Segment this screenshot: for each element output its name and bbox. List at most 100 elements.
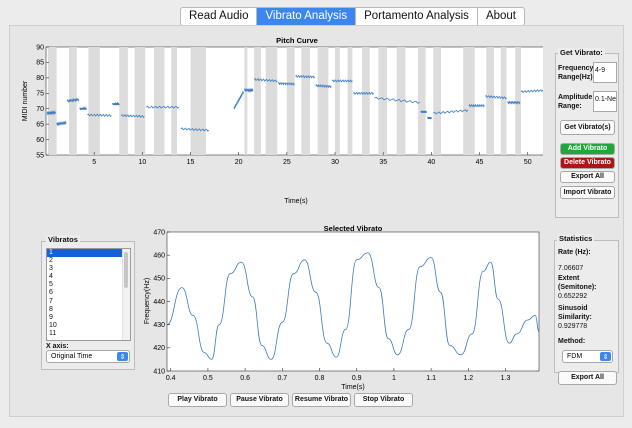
vibrato-region[interactable] <box>463 47 475 155</box>
frequency-range-input[interactable]: 4-9 <box>593 62 617 83</box>
vibrato-region[interactable] <box>254 47 261 155</box>
tab-read-audio[interactable]: Read Audio <box>189 10 249 22</box>
vibrato-region[interactable] <box>88 47 100 155</box>
list-scrollbar[interactable] <box>122 249 130 340</box>
stop-vibrato-button[interactable]: Stop Vibrato <box>354 393 413 407</box>
y-tick-label: 420 <box>153 345 165 352</box>
vibrato-region[interactable] <box>317 47 329 155</box>
vibrato-list-item[interactable]: 9 <box>49 313 53 321</box>
pitch-curve-line <box>427 116 432 120</box>
pitch-curve-title: Pitch Curve <box>276 36 318 45</box>
vibrato-region[interactable] <box>486 47 495 155</box>
pitch-curve-line <box>420 110 427 113</box>
vibrato-region[interactable] <box>301 47 310 155</box>
vibrato-list-item[interactable]: 10 <box>49 321 57 329</box>
pause-vibrato-button[interactable]: Pause Vibrato <box>230 393 289 407</box>
similarity-value: 0.929778 <box>558 323 588 330</box>
vibrato-region[interactable] <box>47 47 57 155</box>
scrollbar-thumb[interactable] <box>124 252 128 288</box>
vibrato-list-item[interactable]: 11 <box>49 329 57 337</box>
export-vibratos-button[interactable]: Export All <box>560 171 615 183</box>
x-tick-label: 1.1 <box>426 375 436 382</box>
vibrato-region[interactable] <box>153 47 165 155</box>
tab-about[interactable]: About <box>476 8 524 25</box>
resume-vibrato-button[interactable]: Resume Vibrato <box>292 393 351 407</box>
selected-vibrato-chart[interactable]: Selected Vibrato 410 420 430 440 450 460 470 0.… <box>135 223 555 393</box>
x-tick-label: 0.6 <box>240 375 250 382</box>
vibrato-region[interactable] <box>396 47 406 155</box>
vibrato-region[interactable] <box>265 47 278 155</box>
vibrato-list-item[interactable]: 5 <box>49 281 53 289</box>
vibrato-region[interactable] <box>362 47 370 155</box>
vibrato-xlabel: Time(s) <box>341 384 364 391</box>
vibrato-region[interactable] <box>286 47 295 155</box>
vibrato-region[interactable] <box>119 47 128 155</box>
vibrato-list-item[interactable]: 8 <box>49 305 53 313</box>
delete-vibrato-button[interactable]: Delete Vibrato <box>560 157 615 169</box>
import-vibrato-button[interactable]: Import Vibrato <box>560 186 615 199</box>
vibrato-region[interactable] <box>515 47 521 155</box>
pitch-curve-line <box>433 109 469 115</box>
play-vibrato-button[interactable]: Play Vibrato <box>168 393 227 407</box>
pitch-xlabel: Time(s) <box>284 198 307 205</box>
get-vibratos-button[interactable]: Get Vibrato(s) <box>560 120 615 135</box>
x-tick-label: 0.7 <box>277 375 287 382</box>
vibrato-list-item[interactable]: 3 <box>49 265 53 273</box>
frequency-range-label: Frequency Range(Hz): <box>558 65 595 81</box>
x-tick-label: 20 <box>235 159 243 166</box>
pitch-curve-line <box>66 97 80 104</box>
x-axis-select[interactable]: Original Time ⇕ <box>46 350 130 363</box>
tab-vibrato-analysis[interactable]: Vibrato Analysis <box>256 8 356 25</box>
pitch-curve-line <box>79 106 87 110</box>
vibrato-region[interactable] <box>417 47 426 155</box>
tab-portamento-analysis[interactable]: Portamento Analysis <box>355 8 477 25</box>
similarity-label: Sinusoid Similarity: <box>558 305 592 321</box>
x-tick-label: 30 <box>331 159 339 166</box>
vibrato-list-item[interactable]: 7 <box>49 297 53 305</box>
amplitude-range-label: Amplitude Range: <box>558 94 593 110</box>
vibrato-region[interactable] <box>244 47 248 155</box>
vibrato-list-item[interactable]: 4 <box>49 273 53 281</box>
statistics-title: Statistics <box>557 234 595 243</box>
x-tick-label: 1 <box>392 375 396 382</box>
y-tick-label: 85 <box>36 60 44 67</box>
y-tick-label: 70 <box>36 106 44 113</box>
vibrato-region[interactable] <box>190 47 206 155</box>
tab-bar: Read Audio Vibrato Analysis Portamento A… <box>180 7 525 26</box>
vibrato-region[interactable] <box>500 47 507 155</box>
x-tick-label: 5 <box>92 159 96 166</box>
vibrato-region[interactable] <box>171 47 178 155</box>
y-tick-label: 440 <box>153 299 165 306</box>
pitch-curve-line <box>295 74 316 79</box>
vibrato-list-item[interactable]: 6 <box>49 289 53 297</box>
vibratos-list[interactable]: 1 2 3 4 5 6 7 8 9 10 11 <box>46 248 131 341</box>
pitch-curve-chart[interactable]: Pitch Curve 55 60 65 70 75 80 85 90 5 10 15 20 25 30 3… <box>15 33 543 213</box>
pitch-curve-line <box>46 110 56 116</box>
method-label: Method: <box>558 338 586 345</box>
vibrato-region[interactable] <box>378 47 388 155</box>
add-vibrato-button[interactable]: Add Vibrato <box>560 143 615 155</box>
vibrato-ylabel: Frequency(Hz) <box>144 278 151 324</box>
vibrato-list-item[interactable]: 2 <box>49 257 53 265</box>
chevron-updown-icon: ⇕ <box>600 352 611 361</box>
vibrato-region[interactable] <box>433 47 442 155</box>
y-tick-label: 460 <box>153 252 165 259</box>
y-tick-label: 65 <box>36 121 44 128</box>
y-tick-label: 60 <box>36 137 44 144</box>
pitch-curve-line <box>468 103 485 108</box>
method-select[interactable]: FDM ⇕ <box>562 350 613 363</box>
vibrato-region[interactable] <box>335 47 340 155</box>
vibrato-list-item[interactable]: 1 <box>47 249 130 258</box>
vibrato-region[interactable] <box>134 47 146 155</box>
amplitude-range-input[interactable]: 0.1-Ne <box>593 91 617 112</box>
y-tick-label: 410 <box>153 368 165 375</box>
x-tick-label: 0.4 <box>166 375 176 382</box>
x-tick-label: 15 <box>187 159 195 166</box>
x-tick-label: 1.3 <box>501 375 511 382</box>
x-tick-label: 35 <box>379 159 387 166</box>
rate-value: 7.06607 <box>558 265 584 272</box>
pitch-curve-line <box>120 113 145 119</box>
pitch-curve-line <box>253 77 278 83</box>
vibrato-region[interactable] <box>347 47 353 155</box>
statistics-export-button[interactable]: Export All <box>558 371 617 385</box>
